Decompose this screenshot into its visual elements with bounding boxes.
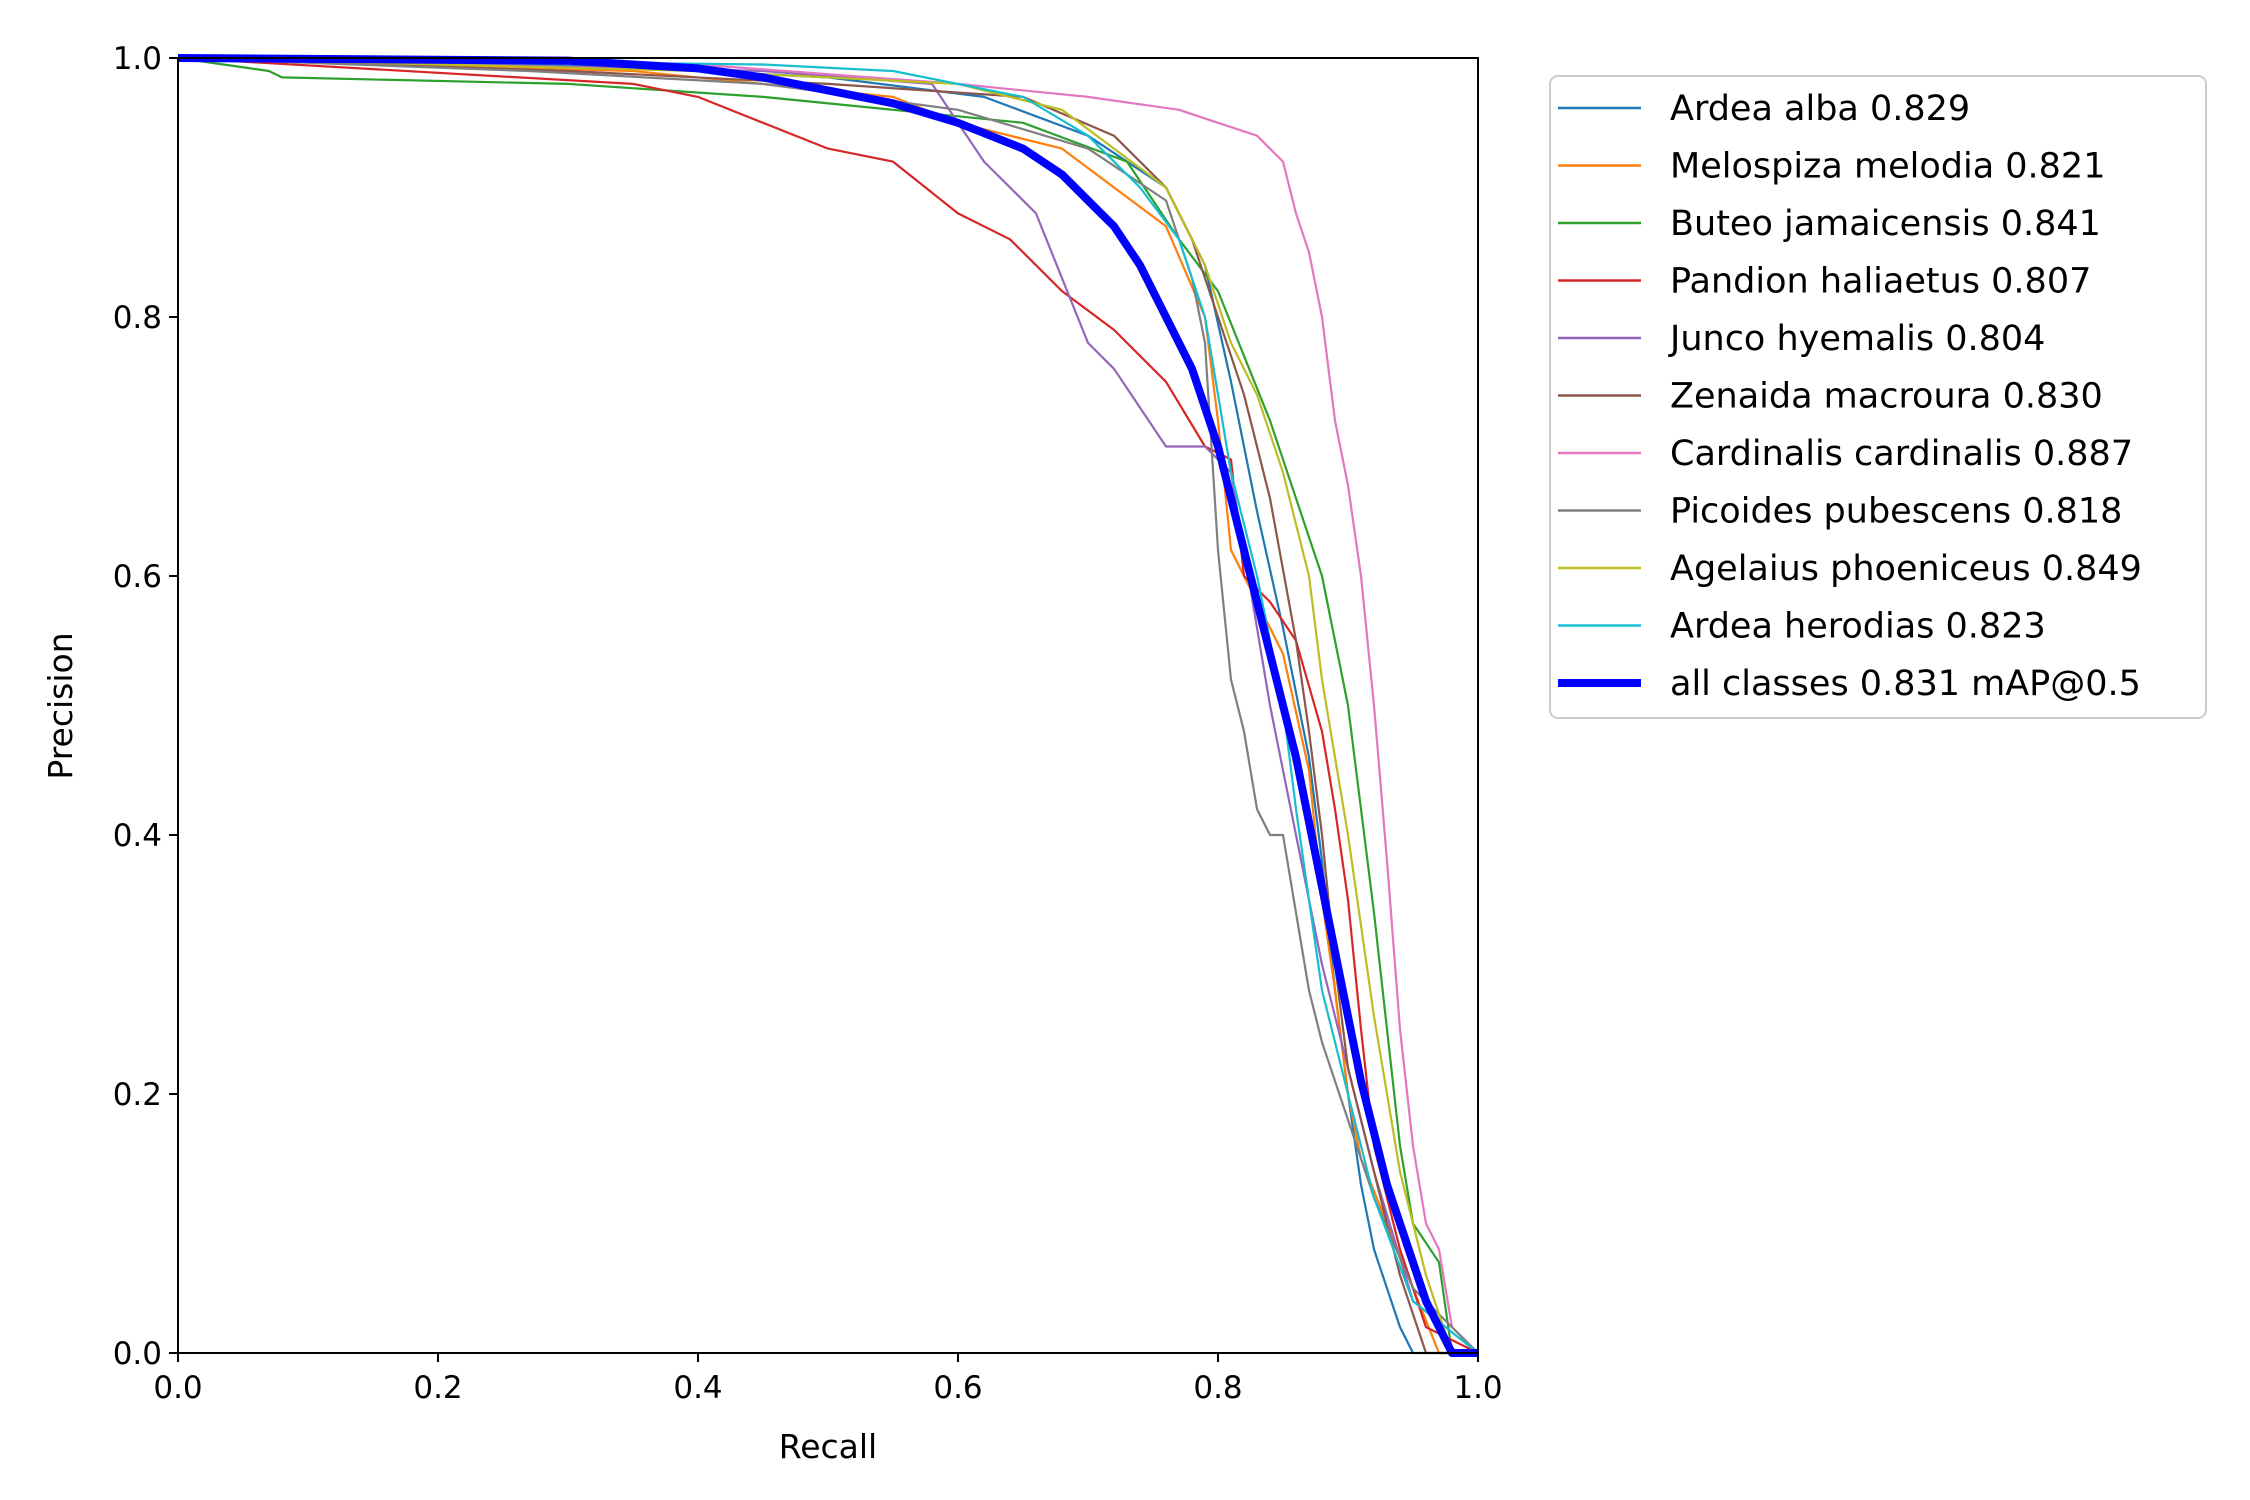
legend-label: Ardea herodias 0.823 — [1670, 607, 2046, 647]
legend-label: Picoides pubescens 0.818 — [1670, 492, 2122, 532]
series-line-8 — [177, 56, 1478, 1355]
y-tick-label: 0.4 — [113, 818, 162, 854]
series-line-10 — [177, 54, 1478, 1357]
series-line-7 — [177, 56, 1479, 1354]
x-axis-label: Recall — [779, 1427, 877, 1466]
x-tick-label: 0.2 — [413, 1370, 462, 1406]
y-tick-label: 0.8 — [113, 300, 162, 336]
legend-label: all classes 0.831 mAP@0.5 — [1670, 664, 2141, 704]
plot-frame — [177, 57, 1479, 1354]
legend: Ardea alba 0.829 Melospiza melodia 0.821 B… — [1549, 75, 2207, 719]
x-tick-label: 0.8 — [1193, 1370, 1242, 1406]
series-line-9 — [177, 56, 1479, 1354]
x-tick-label: 0.4 — [673, 1370, 722, 1406]
legend-label: Cardinalis cardinalis 0.887 — [1670, 434, 2133, 474]
y-axis-label: Precision — [41, 632, 80, 779]
series-layer — [177, 54, 1479, 1357]
x-tick-label: 0.6 — [933, 1370, 982, 1406]
series-line-0 — [177, 56, 1478, 1355]
y-tick-label: 0.0 — [113, 1336, 162, 1372]
legend-label: Agelaius phoeniceus 0.849 — [1670, 549, 2142, 589]
legend-label: Zenaida macroura 0.830 — [1670, 377, 2103, 417]
legend-label: Buteo jamaicensis 0.841 — [1670, 204, 2101, 244]
y-tick-label: 0.6 — [113, 559, 162, 595]
x-tick-label: 1.0 — [1453, 1370, 1502, 1406]
legend-label: Ardea alba 0.829 — [1670, 89, 1970, 129]
legend-frame — [1549, 75, 2207, 719]
legend-items: Ardea alba 0.829 Melospiza melodia 0.821 B… — [1558, 89, 2142, 704]
legend-label: Pandion haliaetus 0.807 — [1670, 262, 2091, 302]
series-line-6 — [177, 56, 1479, 1354]
y-tick-label: 0.2 — [113, 1077, 162, 1113]
legend-label: Junco hyemalis 0.804 — [1668, 319, 2045, 359]
legend-label: Melospiza melodia 0.821 — [1670, 147, 2105, 187]
series-line-4 — [177, 56, 1479, 1354]
ticks-layer: 0.0 0.2 0.4 0.6 0.8 1.0 0.0 0.2 0.4 0.6 0.8 1.0 — [113, 41, 1503, 1406]
series-line-2 — [177, 56, 1478, 1355]
y-tick-label: 1.0 — [113, 41, 162, 77]
x-tick-label: 0.0 — [153, 1370, 202, 1406]
